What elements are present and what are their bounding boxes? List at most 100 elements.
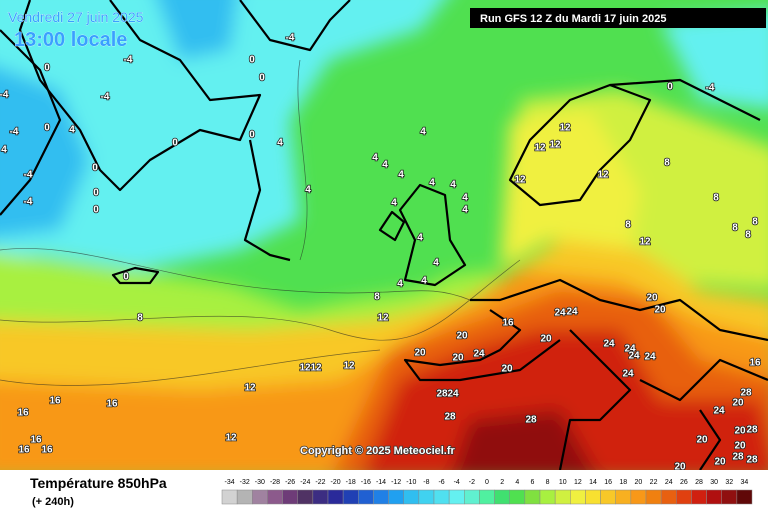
scale-swatch xyxy=(524,489,541,505)
scale-label: -34 xyxy=(225,479,235,486)
contour-label: 0 xyxy=(93,205,99,216)
contour-label: 4 xyxy=(450,180,456,191)
scale-label: -26 xyxy=(285,479,295,486)
scale-swatch xyxy=(509,489,526,505)
scale-label: -32 xyxy=(240,479,250,486)
contour-label: 16 xyxy=(749,358,761,369)
footer-title: Température 850hPa xyxy=(30,475,167,491)
contour-label: 8 xyxy=(745,230,751,241)
contour-label: -4 xyxy=(101,92,110,103)
scale-label: -16 xyxy=(361,479,371,486)
contour-label: 4 xyxy=(462,205,468,216)
contour-label: -4 xyxy=(706,83,715,94)
contour-label: 12 xyxy=(377,313,389,324)
contour-label: 24 xyxy=(566,307,578,318)
contour-label: 20 xyxy=(654,305,666,316)
contour-label: 12 xyxy=(534,143,546,154)
scale-label: 8 xyxy=(546,479,550,486)
run-info: Run GFS 12 Z du Mardi 17 juin 2025 xyxy=(480,13,666,25)
scale-label: 22 xyxy=(650,479,658,486)
contour-label: 20 xyxy=(734,441,746,452)
scale-swatch xyxy=(570,489,586,505)
scale-swatch xyxy=(721,489,738,505)
contour-label: 4 xyxy=(429,178,435,189)
scale-swatch xyxy=(297,489,314,505)
contour-label: 16 xyxy=(41,445,53,456)
scale-label: 20 xyxy=(635,479,643,486)
contour-label: 4 xyxy=(433,258,439,269)
contour-label: 24 xyxy=(554,308,566,319)
contour-label: -4 xyxy=(0,90,9,101)
contour-label: 0 xyxy=(123,272,129,283)
scale-swatch xyxy=(706,489,722,505)
contour-label: 24 xyxy=(473,349,485,360)
contour-label: 16 xyxy=(17,408,29,419)
scale-label: 12 xyxy=(574,479,582,486)
valid-time: 13:00 locale xyxy=(14,29,127,51)
map xyxy=(0,0,768,470)
contour-label: 24 xyxy=(644,352,656,363)
copyright: Copyright © 2025 Meteociel.fr xyxy=(300,445,456,457)
contour-label: -4 xyxy=(24,170,33,181)
scale-swatch xyxy=(464,489,480,505)
contour-label: 0 xyxy=(44,63,50,74)
scale-label: 18 xyxy=(619,479,627,486)
contour-label: 24 xyxy=(628,351,640,362)
scale-label: 24 xyxy=(665,479,673,486)
contour-label: 4 xyxy=(69,125,75,136)
contour-label: 4 xyxy=(1,145,7,156)
scale-swatch xyxy=(645,489,662,505)
contour-label: 8 xyxy=(625,220,631,231)
contour-label: 12 xyxy=(597,170,609,181)
contour-label: 20 xyxy=(696,435,708,446)
contour-label: 0 xyxy=(249,55,255,66)
scale-swatch xyxy=(433,489,450,505)
contour-label: 20 xyxy=(414,348,426,359)
contour-label: 16 xyxy=(106,399,118,410)
contour-label: 4 xyxy=(420,127,426,138)
scale-label: 6 xyxy=(530,479,534,486)
scale-label: 14 xyxy=(589,479,597,486)
scale-label: -28 xyxy=(270,479,280,486)
scale-swatch xyxy=(676,489,692,505)
contour-label: 0 xyxy=(93,188,99,199)
scale-swatch xyxy=(630,489,647,505)
scale-swatch xyxy=(327,489,344,505)
contour-label: 24 xyxy=(713,406,725,417)
contour-label: 4 xyxy=(305,185,311,196)
contour-label: 28 xyxy=(746,425,758,436)
scale-swatch xyxy=(403,489,420,505)
contour-label: 12 xyxy=(343,361,355,372)
contour-label: 4 xyxy=(421,276,427,287)
scale-label: 2 xyxy=(500,479,504,486)
scale-label: -24 xyxy=(300,479,310,486)
scale-label: 30 xyxy=(710,479,718,486)
scale-swatch xyxy=(600,489,616,505)
scale-label: 4 xyxy=(515,479,519,486)
contour-label: 8 xyxy=(713,193,719,204)
scale-swatch xyxy=(585,489,601,505)
contour-label: 8 xyxy=(137,313,143,324)
scale-swatch xyxy=(282,489,298,505)
contour-label: 0 xyxy=(92,163,98,174)
scale-label: -6 xyxy=(438,479,444,486)
scale-swatch xyxy=(373,489,389,505)
scale-label: -2 xyxy=(469,479,475,486)
scale-swatch xyxy=(267,489,283,505)
contour-label: 0 xyxy=(667,82,673,93)
scale-swatch xyxy=(736,489,753,505)
scale-label: 10 xyxy=(559,479,567,486)
scale-label: 32 xyxy=(725,479,733,486)
contour-label: 16 xyxy=(18,445,30,456)
contour-label: -4 xyxy=(10,127,19,138)
scale-label: -12 xyxy=(391,479,401,486)
contour-label: 20 xyxy=(732,398,744,409)
contour-label: 16 xyxy=(49,396,61,407)
contour-label: 0 xyxy=(172,138,178,149)
contour-label: 28 xyxy=(732,452,744,463)
scale-swatch xyxy=(554,489,571,505)
contour-label: 20 xyxy=(540,334,552,345)
contour-label: 8 xyxy=(664,158,670,169)
